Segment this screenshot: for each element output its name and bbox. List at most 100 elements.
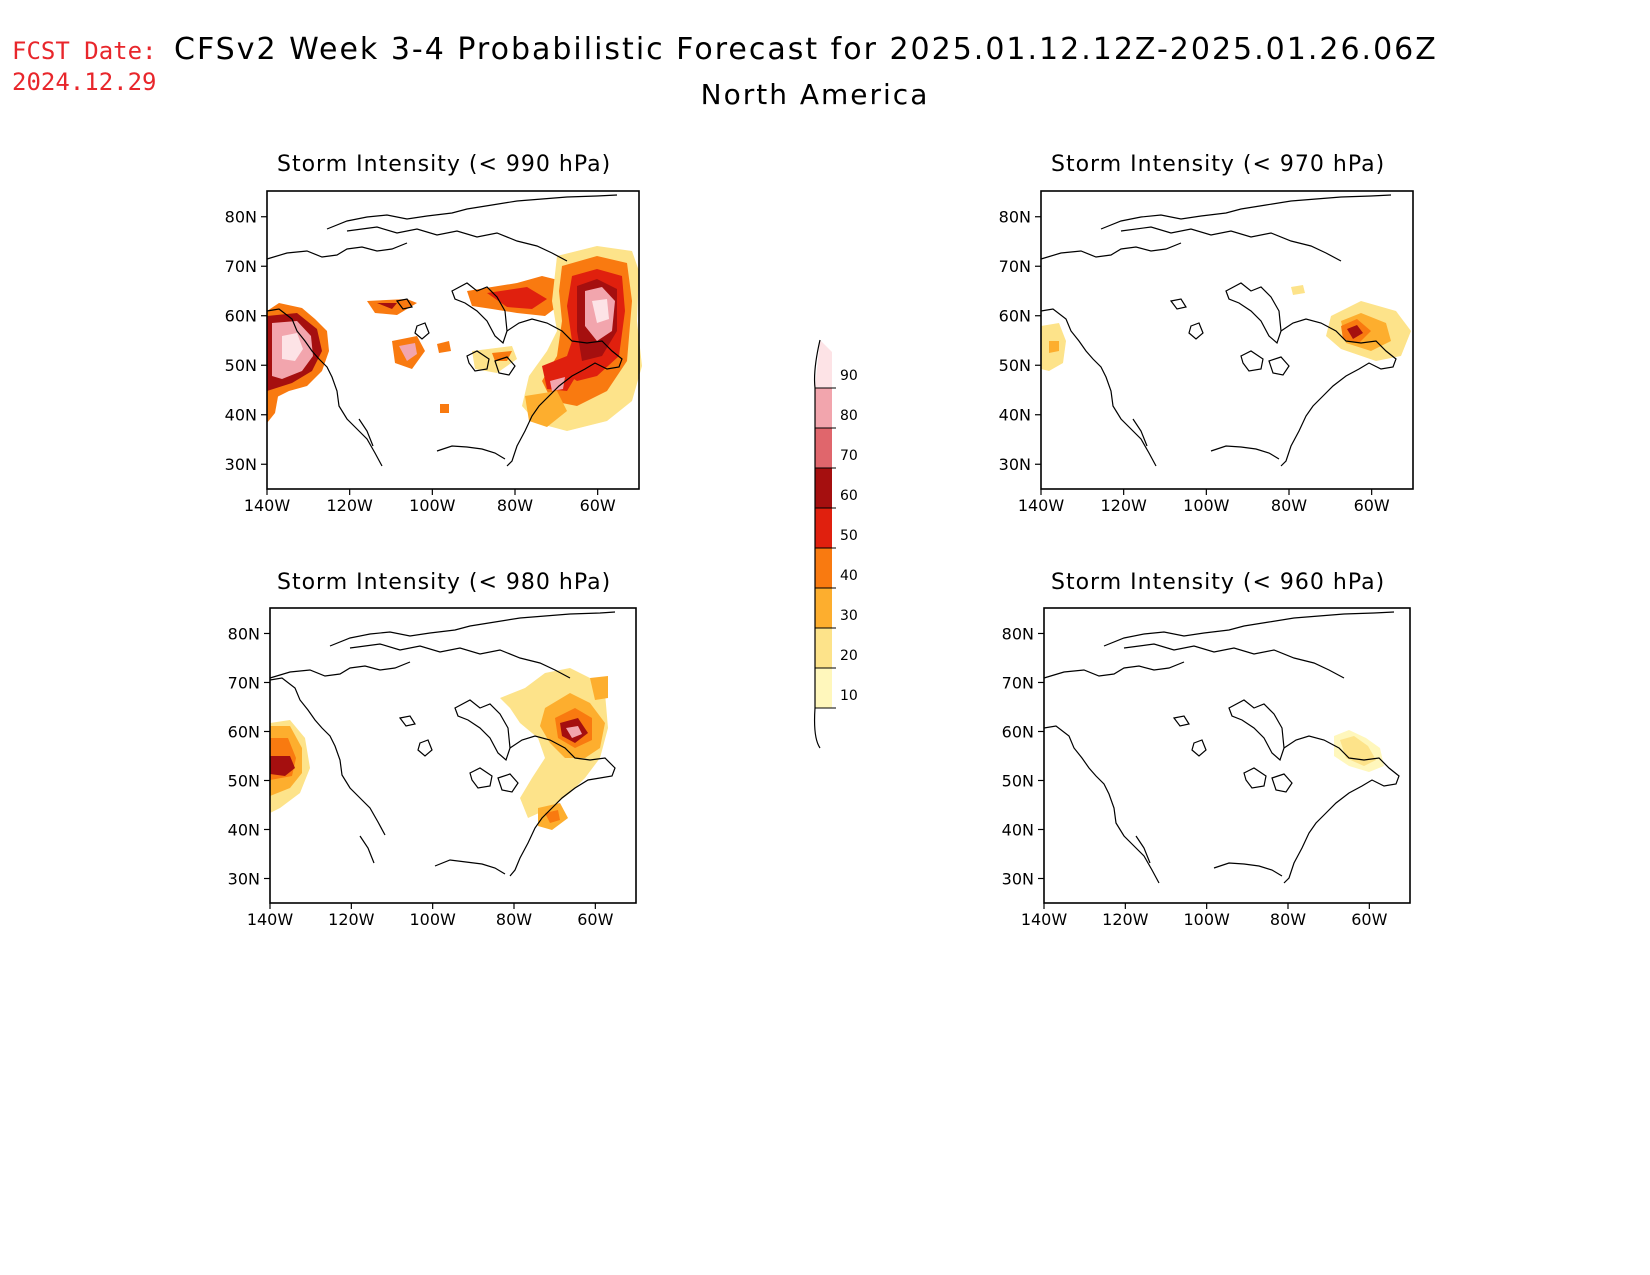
lat-label: 30N xyxy=(1002,869,1034,888)
prob-fill-970 xyxy=(1041,285,1411,371)
colorbar-segment xyxy=(815,668,832,708)
lat-label: 70N xyxy=(1002,673,1034,692)
lon-label: 140W xyxy=(244,496,291,515)
map-970 xyxy=(1040,194,1411,467)
lat-label: 50N xyxy=(999,356,1031,375)
lon-label: 80W xyxy=(497,496,533,515)
lat-label: 60N xyxy=(228,722,260,741)
map-960 xyxy=(1043,611,1400,884)
fill-area xyxy=(1049,341,1059,353)
fill-area xyxy=(270,756,295,776)
fill-area xyxy=(437,341,451,353)
lat-label: 40N xyxy=(225,406,257,425)
colorbar-segment xyxy=(815,388,832,428)
panel-title-980: Storm Intensity (< 980 hPa) xyxy=(277,570,612,595)
lon-label: 80W xyxy=(1271,496,1307,515)
map-frame-970 xyxy=(1040,190,1414,490)
colorbar-segment xyxy=(815,508,832,548)
lat-label: 70N xyxy=(228,673,260,692)
coastlines-960 xyxy=(1043,611,1400,884)
fill-area xyxy=(440,404,449,413)
coastlines-980 xyxy=(269,611,616,877)
fill-area xyxy=(550,377,565,391)
lon-label: 60W xyxy=(580,496,616,515)
lat-label: 80N xyxy=(999,208,1031,227)
colorbar-segment xyxy=(815,468,832,508)
prob-fill-980 xyxy=(270,668,608,830)
coastlines-970 xyxy=(1040,194,1397,467)
fill-area xyxy=(510,694,530,706)
fill-area xyxy=(487,287,547,309)
colorbar-label: 70 xyxy=(840,448,858,464)
colorbar-label: 30 xyxy=(840,608,858,624)
lat-label: 40N xyxy=(999,406,1031,425)
coastlines-990 xyxy=(266,194,623,467)
fill-area xyxy=(592,299,609,323)
lat-label: 50N xyxy=(228,771,260,790)
lon-label: 140W xyxy=(1021,910,1068,929)
map-990 xyxy=(266,194,642,467)
fill-area xyxy=(590,676,608,700)
fill-area xyxy=(399,343,417,361)
colorbar-segment xyxy=(815,588,832,628)
lon-label: 140W xyxy=(247,910,294,929)
lon-label: 80W xyxy=(1270,910,1306,929)
fcst-date: 2024.12.29 xyxy=(12,68,157,96)
colorbar-label: 10 xyxy=(840,688,858,704)
colorbar-label: 40 xyxy=(840,568,858,584)
colorbar-label: 20 xyxy=(840,648,858,664)
lon-label: 100W xyxy=(1183,910,1230,929)
panel-title-990: Storm Intensity (< 990 hPa) xyxy=(277,152,612,177)
lat-label: 60N xyxy=(1002,722,1034,741)
page-title: CFSv2 Week 3-4 Probabilistic Forecast fo… xyxy=(174,32,1438,67)
map-980 xyxy=(269,611,616,877)
lon-label: 100W xyxy=(409,910,456,929)
lon-label: 140W xyxy=(1018,496,1065,515)
colorbar-label: 60 xyxy=(840,488,858,504)
lat-label: 30N xyxy=(228,869,260,888)
fcst-date-block: FCST Date: 2024.12.29 xyxy=(12,36,157,98)
lat-label: 50N xyxy=(1002,771,1034,790)
lat-label: 50N xyxy=(225,356,257,375)
lon-label: 60W xyxy=(1351,910,1387,929)
colorbar-segment xyxy=(815,548,832,588)
fill-area xyxy=(267,391,279,423)
lon-label: 60W xyxy=(577,910,613,929)
colorbar-segment xyxy=(815,428,832,468)
fill-area xyxy=(1347,325,1363,339)
colorbar-label: 50 xyxy=(840,528,858,544)
colorbar-segment xyxy=(815,340,832,388)
panel-title-970: Storm Intensity (< 970 hPa) xyxy=(1051,152,1386,177)
lon-label: 120W xyxy=(1102,910,1149,929)
fill-area xyxy=(492,351,512,361)
panel-title-960: Storm Intensity (< 960 hPa) xyxy=(1051,570,1386,595)
lon-label: 120W xyxy=(326,496,373,515)
map-frame-990 xyxy=(266,190,640,490)
fill-area xyxy=(282,333,303,361)
fill-area xyxy=(566,726,582,738)
lon-label: 120W xyxy=(328,910,375,929)
fill-area xyxy=(1291,285,1305,295)
lat-label: 30N xyxy=(999,455,1031,474)
lat-label: 70N xyxy=(999,257,1031,276)
lat-label: 80N xyxy=(1002,624,1034,643)
fcst-label: FCST Date: xyxy=(12,37,157,65)
fill-area xyxy=(525,391,567,427)
lat-label: 40N xyxy=(228,820,260,839)
lon-label: 100W xyxy=(1183,496,1230,515)
lon-label: 100W xyxy=(409,496,456,515)
lat-label: 30N xyxy=(225,455,257,474)
lat-label: 60N xyxy=(225,307,257,326)
fill-area xyxy=(377,303,397,309)
colorbar-label: 90 xyxy=(840,368,858,384)
map-frame-960 xyxy=(1043,607,1411,904)
page-subtitle: North America xyxy=(700,78,930,111)
lat-label: 60N xyxy=(999,307,1031,326)
lon-label: 80W xyxy=(496,910,532,929)
lat-label: 80N xyxy=(228,624,260,643)
